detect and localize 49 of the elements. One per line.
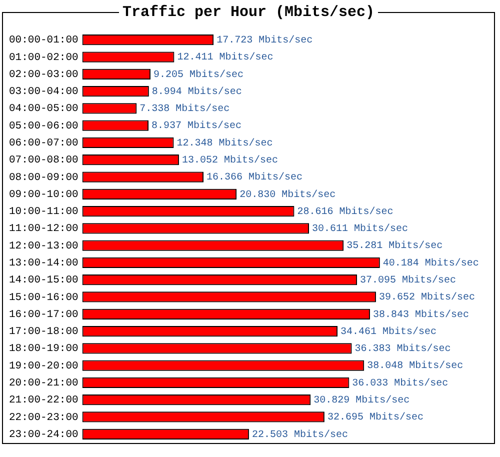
y-tick-label: 17:00-18:00 bbox=[9, 326, 78, 338]
data-label: 7.338 Mbits/sec bbox=[140, 103, 230, 116]
y-tick-label: 07:00-08:00 bbox=[9, 154, 78, 167]
y-tick-label: 20:00-21:00 bbox=[9, 377, 78, 390]
data-label: 8.994 Mbits/sec bbox=[152, 86, 242, 98]
data-label: 22.503 Mbits/sec bbox=[252, 428, 348, 441]
data-label: 32.695 Mbits/sec bbox=[327, 412, 424, 424]
y-tick-label: 19:00-20:00 bbox=[9, 360, 78, 372]
y-tick-label: 16:00-17:00 bbox=[9, 308, 78, 321]
data-label: 36.383 Mbits/sec bbox=[354, 343, 451, 356]
y-tick-label: 09:00-10:00 bbox=[9, 188, 78, 201]
data-label: 17.723 Mbits/sec bbox=[216, 34, 313, 47]
data-label: 35.281 Mbits/sec bbox=[346, 240, 443, 252]
chart-title: Traffic per Hour (Mbits/sec) bbox=[121, 4, 376, 21]
y-tick-label: 01:00-02:00 bbox=[9, 52, 78, 64]
y-tick-label: 08:00-09:00 bbox=[9, 172, 78, 184]
y-tick-label: 22:00-23:00 bbox=[9, 412, 78, 424]
y-tick-label: 12:00-13:00 bbox=[9, 240, 78, 252]
y-tick-label: 04:00-05:00 bbox=[9, 103, 78, 116]
y-tick-label: 10:00-11:00 bbox=[9, 206, 78, 218]
data-label: 12.411 Mbits/sec bbox=[177, 52, 274, 64]
y-tick-label: 14:00-15:00 bbox=[9, 274, 78, 287]
data-label: 20.830 Mbits/sec bbox=[240, 188, 336, 201]
data-label: 13.052 Mbits/sec bbox=[182, 154, 278, 167]
y-tick-label: 06:00-07:00 bbox=[9, 138, 78, 150]
data-label: 8.937 Mbits/sec bbox=[152, 120, 242, 132]
data-label: 16.366 Mbits/sec bbox=[206, 172, 303, 184]
data-label: 30.829 Mbits/sec bbox=[314, 394, 410, 406]
y-tick-label: 03:00-04:00 bbox=[9, 86, 78, 98]
data-label: 34.461 Mbits/sec bbox=[340, 326, 437, 338]
data-label: 30.611 Mbits/sec bbox=[312, 223, 408, 236]
data-label: 36.033 Mbits/sec bbox=[352, 377, 448, 390]
data-label: 38.048 Mbits/sec bbox=[367, 360, 464, 372]
data-label: 12.348 Mbits/sec bbox=[176, 137, 273, 150]
y-tick-label: 23:00-24:00 bbox=[9, 428, 78, 441]
y-tick-label: 13:00-14:00 bbox=[9, 257, 78, 270]
y-tick-label: 15:00-16:00 bbox=[9, 292, 78, 304]
data-label: 40.184 Mbits/sec bbox=[382, 257, 479, 270]
y-tick-label: 18:00-19:00 bbox=[9, 343, 78, 356]
y-tick-label: 00:00-01:00 bbox=[9, 34, 78, 47]
y-tick-label: 21:00-22:00 bbox=[9, 394, 78, 407]
data-label: 38.843 Mbits/sec bbox=[372, 308, 469, 321]
y-tick-label: 11:00-12:00 bbox=[9, 223, 78, 236]
data-label: 28.616 Mbits/sec bbox=[297, 206, 394, 218]
y-tick-label: 02:00-03:00 bbox=[9, 68, 78, 81]
data-label: 9.205 Mbits/sec bbox=[153, 68, 244, 81]
y-tick-label: 05:00-06:00 bbox=[9, 120, 78, 132]
data-label: 37.095 Mbits/sec bbox=[360, 274, 456, 286]
data-label: 39.652 Mbits/sec bbox=[378, 292, 475, 304]
